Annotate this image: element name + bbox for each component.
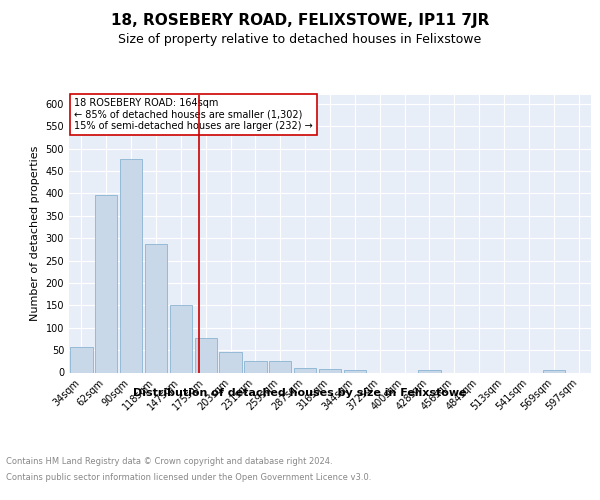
- Bar: [120, 158, 142, 372]
- Bar: [542, 370, 565, 372]
- Bar: [418, 370, 440, 372]
- Bar: [319, 369, 341, 372]
- Y-axis label: Number of detached properties: Number of detached properties: [30, 146, 40, 322]
- Bar: [70, 347, 92, 372]
- Bar: [170, 306, 192, 372]
- Bar: [194, 338, 217, 372]
- Text: 18, ROSEBERY ROAD, FELIXSTOWE, IP11 7JR: 18, ROSEBERY ROAD, FELIXSTOWE, IP11 7JR: [111, 12, 489, 28]
- Bar: [294, 368, 316, 372]
- Bar: [344, 370, 366, 372]
- Bar: [145, 244, 167, 372]
- Text: Contains public sector information licensed under the Open Government Licence v3: Contains public sector information licen…: [6, 472, 371, 482]
- Text: Size of property relative to detached houses in Felixstowe: Size of property relative to detached ho…: [118, 32, 482, 46]
- Bar: [220, 352, 242, 372]
- Bar: [95, 195, 118, 372]
- Text: Contains HM Land Registry data © Crown copyright and database right 2024.: Contains HM Land Registry data © Crown c…: [6, 458, 332, 466]
- Bar: [269, 362, 292, 372]
- Bar: [244, 362, 266, 372]
- Text: Distribution of detached houses by size in Felixstowe: Distribution of detached houses by size …: [133, 388, 467, 398]
- Text: 18 ROSEBERY ROAD: 164sqm
← 85% of detached houses are smaller (1,302)
15% of sem: 18 ROSEBERY ROAD: 164sqm ← 85% of detach…: [74, 98, 313, 131]
